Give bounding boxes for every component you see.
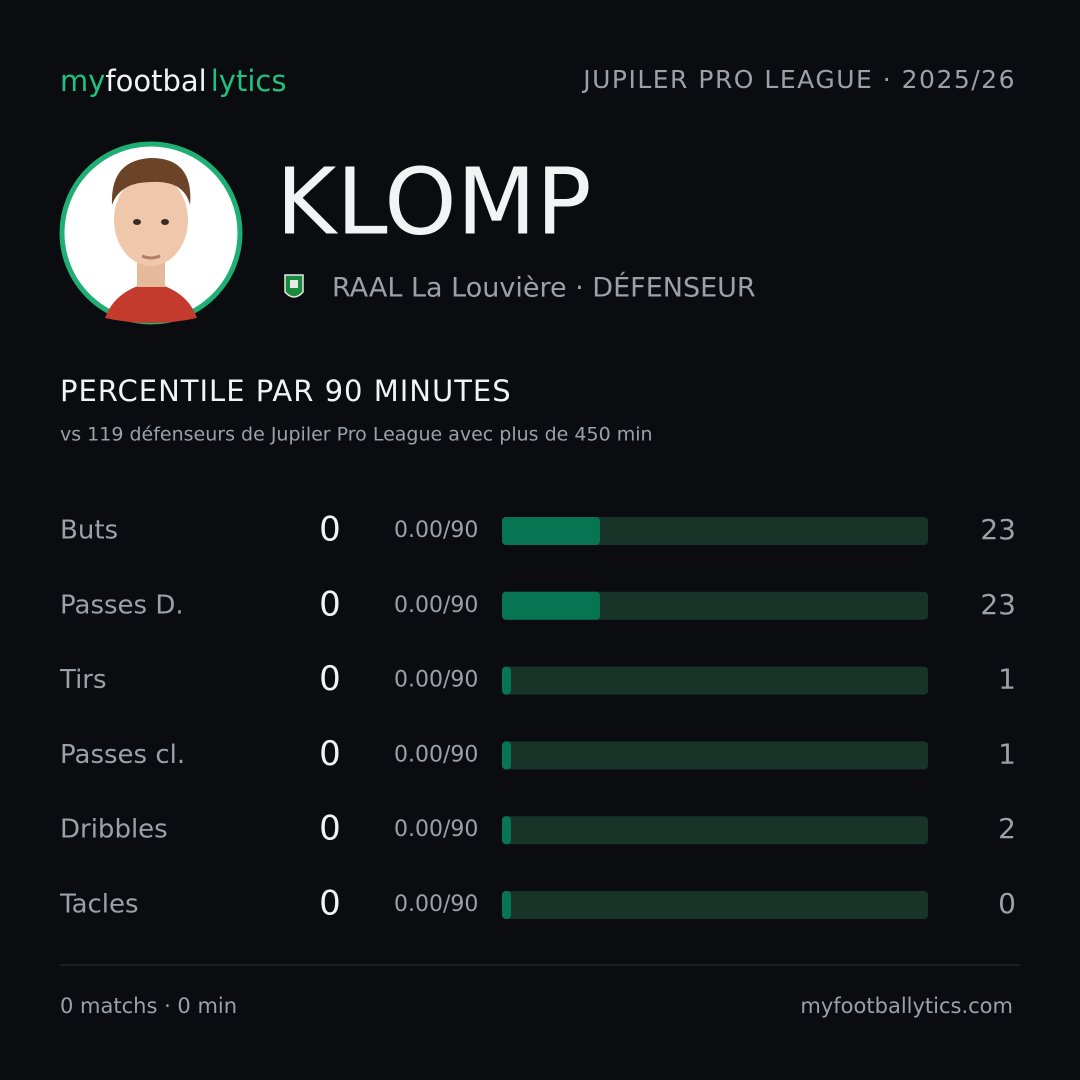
stat-label: Tirs <box>59 665 107 695</box>
percentile-label: 23 <box>980 588 1016 621</box>
logo-part: footbal <box>105 64 206 98</box>
stat-label: Dribbles <box>60 815 168 845</box>
percentile-label: 23 <box>980 513 1016 546</box>
bar-track <box>502 816 928 845</box>
bar-track <box>502 741 928 770</box>
stat-value: 0 <box>319 584 341 624</box>
player-photo <box>59 141 243 325</box>
club-badge <box>284 274 304 298</box>
stat-value: 0 <box>319 884 341 924</box>
logo-part: my <box>60 64 105 98</box>
player-name: KLOMP <box>276 148 592 255</box>
footer-summary: 0 matchs · 0 min <box>60 994 237 1018</box>
bar <box>502 591 600 620</box>
stat-label: Passes D. <box>60 590 184 620</box>
club-line: RAAL La Louvière · DÉFENSEUR <box>332 272 756 304</box>
bar <box>502 741 511 770</box>
bar-track <box>502 591 928 620</box>
stat-per90: 0.00/90 <box>394 742 478 767</box>
stats-rows: Buts 0 0.00/90 23 Passes D. 0 0.00/90 23 Tirs 0 0.… <box>59 510 1016 924</box>
stat-label: Buts <box>60 516 118 546</box>
league: JUPILER PRO LEAGUE · 2025/26 <box>581 65 1016 94</box>
percentile-label: 1 <box>998 737 1016 770</box>
footer-site: myfootballytics.com <box>800 994 1013 1018</box>
bar-track <box>502 666 928 695</box>
stat-per90: 0.00/90 <box>394 892 478 917</box>
stat-per90: 0.00/90 <box>394 518 478 543</box>
percentile-label: 2 <box>998 812 1016 845</box>
percentile-label: 0 <box>998 887 1016 920</box>
section-subtitle: vs 119 défenseurs de Jupiler Pro League … <box>60 424 653 446</box>
bar <box>502 517 600 545</box>
bar-track <box>502 517 928 545</box>
bar <box>502 816 511 845</box>
stat-per90: 0.00/90 <box>394 593 478 618</box>
stat-per90: 0.00/90 <box>394 668 478 693</box>
bar <box>502 666 511 695</box>
stat-label: Tacles <box>59 890 139 920</box>
logo-part: lytics <box>211 64 287 98</box>
stat-value: 0 <box>319 659 341 699</box>
section-title: PERCENTILE PAR 90 MINUTES <box>60 374 512 408</box>
logo: myfootbal lytics <box>60 64 286 98</box>
bar-track <box>502 891 928 919</box>
bar <box>502 891 511 919</box>
percentile-label: 1 <box>998 663 1016 696</box>
stat-value: 0 <box>319 809 341 849</box>
stat-value: 0 <box>319 734 341 774</box>
stat-value: 0 <box>319 510 341 550</box>
stat-label: Passes cl. <box>60 740 185 770</box>
stat-per90: 0.00/90 <box>394 817 478 842</box>
